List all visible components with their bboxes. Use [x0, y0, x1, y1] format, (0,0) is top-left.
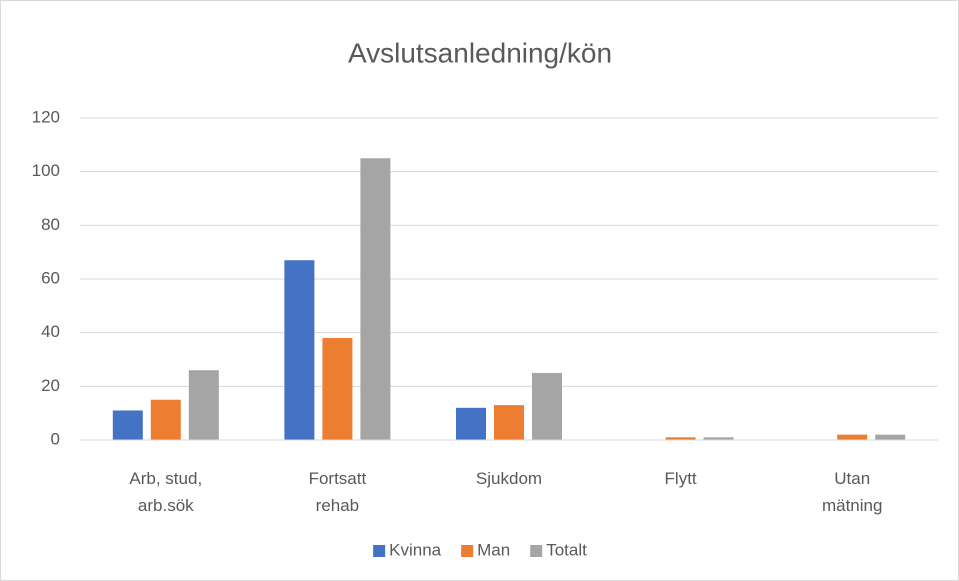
x-tick-label: Fortsatt rehab — [309, 469, 367, 515]
x-tick-label-line: Sjukdom — [476, 469, 542, 488]
y-tick-label: 120 — [32, 107, 60, 126]
x-tick-label-line: rehab — [316, 496, 359, 515]
bar — [150, 399, 181, 440]
bar — [112, 410, 143, 440]
y-tick-label: 100 — [32, 161, 60, 180]
legend-label: Kvinna — [389, 540, 442, 559]
x-tick-label: Arb, stud, arb.sök — [129, 469, 202, 515]
x-tick-label-line: Fortsatt — [309, 469, 367, 488]
x-tick-label: Flytt — [665, 469, 697, 488]
y-tick-label: 80 — [41, 215, 60, 234]
legend-swatch — [461, 545, 474, 557]
legend-swatch — [373, 545, 386, 557]
bar — [322, 338, 353, 440]
x-tick-label-line: Flytt — [665, 469, 697, 488]
bar — [875, 434, 906, 440]
bar — [188, 370, 219, 440]
y-tick-label: 0 — [51, 429, 60, 448]
x-tick-label-line: arb.sök — [138, 496, 194, 515]
legend-swatch — [530, 545, 543, 557]
bar — [532, 372, 562, 440]
x-tick-label-line: Utan — [834, 469, 870, 488]
bar — [703, 437, 734, 440]
y-tick-label: 20 — [41, 376, 60, 395]
y-tick-label: 40 — [41, 322, 60, 341]
bar — [494, 405, 524, 440]
legend-label: Man — [477, 540, 510, 559]
legend-label: Totalt — [546, 540, 587, 559]
x-tick-label-line: mätning — [822, 496, 882, 515]
bar — [665, 437, 696, 440]
x-tick-label: Sjukdom — [476, 469, 542, 488]
y-tick-label: 60 — [41, 268, 60, 287]
bar — [837, 434, 868, 440]
x-tick-label: Utan mätning — [822, 469, 882, 515]
x-tick-label-line: Arb, stud, — [129, 469, 202, 488]
bar — [284, 260, 315, 440]
bar — [456, 407, 486, 440]
bar — [360, 158, 391, 440]
chart-title: Avslutsanledning/kön — [348, 37, 612, 68]
